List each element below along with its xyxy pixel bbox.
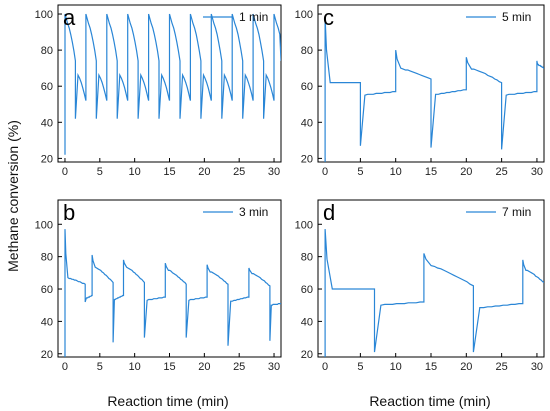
- panel-letter-c: c: [323, 5, 334, 30]
- panel-d: 0 5 10 15 20 25 30 20 40 60 80 100 d 7 min: [295, 199, 545, 373]
- y-tick-label-c: 40: [301, 117, 313, 129]
- x-tick-label-a: 15: [163, 166, 175, 178]
- legend-label-a: 1 min: [239, 10, 268, 24]
- y-tick-label-a: 80: [41, 45, 53, 57]
- x-tick-label-b: 0: [62, 361, 68, 373]
- y-tick-label-b: 100: [35, 219, 53, 231]
- x-tick-label-b: 15: [163, 361, 175, 373]
- y-tick-label-b: 40: [41, 316, 53, 328]
- y-tick-label-a: 60: [41, 81, 53, 93]
- series-line-c: [324, 17, 544, 162]
- x-tick-label-d: 25: [496, 361, 508, 373]
- y-tick-label-a: 100: [35, 9, 53, 21]
- series-line-b: [64, 229, 281, 357]
- legend-label-d: 7 min: [502, 205, 531, 219]
- x-tick-label-b: 25: [233, 361, 245, 373]
- legend-label-b: 3 min: [239, 205, 268, 219]
- y-tick-label-d: 60: [301, 284, 313, 296]
- panel-letter-a: a: [63, 5, 76, 30]
- x-tick-label-d: 20: [460, 361, 472, 373]
- x-tick-label-a: 5: [97, 166, 103, 178]
- y-tick-label-c: 60: [301, 81, 313, 93]
- legend-label-c: 5 min: [502, 10, 531, 24]
- y-axis-title: Methane conversion (%): [5, 120, 21, 272]
- panel-c: 0 5 10 15 20 25 30 20 40 60 80 100 c 5 min: [295, 4, 545, 178]
- x-tick-label-c: 25: [496, 166, 508, 178]
- y-tick-label-d: 100: [295, 219, 313, 231]
- x-tick-label-c: 20: [460, 166, 472, 178]
- x-tick-label-a: 30: [268, 166, 280, 178]
- x-tick-label-c: 15: [425, 166, 437, 178]
- panel-letter-d: d: [323, 200, 335, 225]
- x-tick-label-a: 25: [233, 166, 245, 178]
- panel-b: 0 5 10 15 20 25 30 20 40 60 80 100 b 3 min: [35, 199, 282, 373]
- x-tick-label-b: 5: [97, 361, 103, 373]
- panel-a: 0 5 10 15 20 25 30 20 40 60 80 100 a 1 min: [35, 4, 282, 178]
- x-axis-title-right: Reaction time (min): [369, 393, 490, 409]
- x-tick-label-a: 10: [129, 166, 141, 178]
- x-tick-label-d: 10: [390, 361, 402, 373]
- x-tick-label-b: 30: [268, 361, 280, 373]
- x-tick-label-c: 5: [357, 166, 363, 178]
- series-line-a: [64, 13, 281, 155]
- x-tick-label-c: 0: [322, 166, 328, 178]
- plot-frame-d: [317, 199, 545, 358]
- y-tick-label-a: 40: [41, 117, 53, 129]
- y-tick-label-b: 80: [41, 252, 53, 264]
- x-tick-label-b: 20: [198, 361, 210, 373]
- panel-letter-b: b: [63, 200, 75, 225]
- y-tick-label-b: 60: [41, 284, 53, 296]
- y-tick-label-d: 40: [301, 316, 313, 328]
- x-axis-title-left: Reaction time (min): [107, 393, 228, 409]
- y-tick-label-c: 20: [301, 153, 313, 165]
- x-tick-label-d: 0: [322, 361, 328, 373]
- x-tick-label-d: 30: [531, 361, 543, 373]
- x-tick-label-a: 20: [198, 166, 210, 178]
- x-tick-label-b: 10: [129, 361, 141, 373]
- x-tick-label-a: 0: [62, 166, 68, 178]
- y-tick-label-d: 20: [301, 349, 313, 361]
- x-tick-label-d: 5: [357, 361, 363, 373]
- series-line-d: [324, 229, 544, 357]
- x-tick-label-d: 15: [425, 361, 437, 373]
- x-tick-label-c: 30: [531, 166, 543, 178]
- y-tick-label-a: 20: [41, 153, 53, 165]
- y-tick-label-b: 20: [41, 349, 53, 361]
- plot-frame-b: [57, 199, 282, 358]
- y-tick-label-d: 80: [301, 252, 313, 264]
- y-tick-label-c: 80: [301, 45, 313, 57]
- y-tick-label-c: 100: [295, 9, 313, 21]
- x-tick-label-c: 10: [390, 166, 402, 178]
